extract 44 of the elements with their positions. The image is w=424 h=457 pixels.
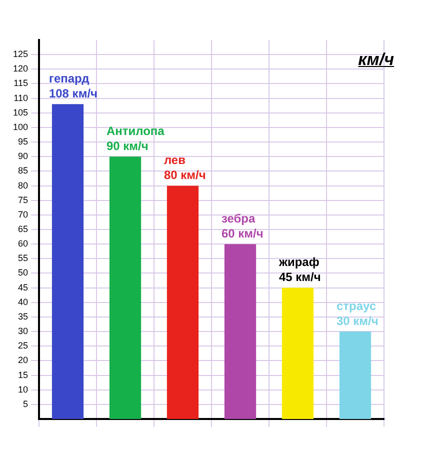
x-tick-label: зебра bbox=[221, 211, 256, 226]
y-tick-label: 60 bbox=[18, 238, 28, 249]
y-tick-label: 125 bbox=[12, 49, 28, 60]
bar bbox=[109, 156, 142, 419]
y-tick-label: 40 bbox=[18, 296, 28, 307]
y-tick-label: 45 bbox=[18, 282, 28, 292]
data-label: 90 км/ч bbox=[106, 138, 148, 153]
y-tick-label: 105 bbox=[12, 107, 28, 118]
data-label: 60 км/ч bbox=[221, 226, 264, 240]
y-tick-label: 55 bbox=[18, 253, 28, 264]
x-tick-label: гепард bbox=[48, 71, 90, 86]
y-tick-label: 75 bbox=[18, 194, 28, 205]
y-tick-label: 120 bbox=[12, 64, 28, 74]
bar bbox=[224, 244, 256, 419]
y-tick-label: 65 bbox=[18, 224, 28, 234]
y-tick-label: 35 bbox=[18, 311, 28, 322]
x-tick-label: лев bbox=[164, 153, 186, 168]
data-label: 45 км/ч bbox=[278, 270, 321, 284]
y-tick-label: 20 bbox=[18, 355, 28, 366]
y-tick-label: 10 bbox=[18, 384, 28, 394]
data-label: 30 км/ч bbox=[336, 314, 378, 328]
y-tick-label: 30 bbox=[18, 326, 28, 336]
y-tick-label: 95 bbox=[18, 136, 28, 147]
y-tick-label: 5 bbox=[23, 398, 28, 409]
y-tick-label: 25 bbox=[18, 340, 28, 351]
y-tick-label: 50 bbox=[18, 268, 28, 278]
y-tick-label: 70 bbox=[18, 209, 28, 220]
x-tick-label: жираф bbox=[278, 255, 320, 270]
data-label: 108 км/ч bbox=[48, 86, 98, 100]
y-tick-label: 80 bbox=[18, 180, 28, 190]
x-tick-label: Антилопа bbox=[106, 124, 165, 138]
bar bbox=[52, 104, 84, 419]
y-tick-label: 15 bbox=[18, 370, 28, 380]
y-axis-title: км/ч bbox=[358, 50, 394, 70]
y-tick-label: 85 bbox=[18, 166, 28, 176]
x-tick-label: страус bbox=[336, 298, 376, 313]
bar bbox=[282, 288, 314, 419]
data-label: 80 км/ч bbox=[164, 168, 206, 182]
y-tick-label: 90 bbox=[18, 151, 28, 162]
y-tick-label: 110 bbox=[14, 92, 28, 103]
bar bbox=[339, 332, 372, 419]
y-tick-label: 115 bbox=[14, 78, 28, 88]
bar bbox=[166, 186, 199, 419]
y-tick-label: 100 bbox=[12, 122, 28, 132]
